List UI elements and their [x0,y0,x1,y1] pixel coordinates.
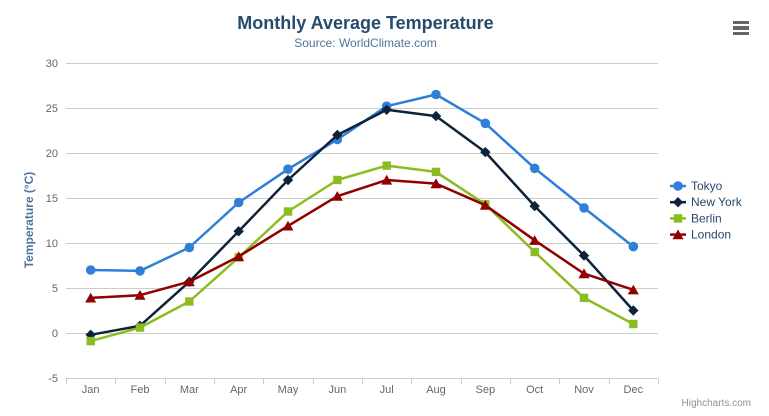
series-line-tokyo[interactable] [89,93,635,273]
data-point-marker[interactable] [672,197,684,208]
legend-item-new-york[interactable]: New York [670,195,743,209]
series-line-berlin[interactable] [89,164,635,343]
data-point-marker[interactable] [672,229,684,240]
data-point-marker[interactable] [283,164,293,174]
chart-subtitle: Source: WorldClimate.com [294,36,437,50]
data-point-marker[interactable] [184,242,195,253]
data-point-marker[interactable] [233,226,244,237]
data-point-marker[interactable] [529,200,540,212]
data-point-marker[interactable] [331,191,343,201]
data-point-marker[interactable] [673,181,683,191]
y-axis-label: 25 [46,103,58,115]
data-point-marker[interactable] [85,265,96,275]
x-axis-label: Aug [426,384,446,396]
chart-title: Monthly Average Temperature [237,13,494,33]
data-point-marker[interactable] [479,200,491,210]
y-axis-label: 5 [52,283,58,295]
data-point-marker[interactable] [185,297,194,306]
data-point-marker[interactable] [233,197,244,208]
data-point-marker[interactable] [333,175,342,185]
x-axis-label: Mar [180,384,199,396]
data-point-marker[interactable] [480,146,491,158]
series-line-new-york[interactable] [89,108,635,337]
legend-label: Tokyo [691,179,723,193]
legend-label: Berlin [691,211,722,225]
x-axis-label: Nov [574,384,594,396]
data-point-marker[interactable] [628,241,639,252]
data-point-marker[interactable] [627,284,639,295]
x-axis-label: Feb [131,384,150,396]
data-point-marker[interactable] [381,104,392,115]
x-axis-label: May [278,384,299,396]
hamburger-icon [733,26,749,30]
data-point-marker[interactable] [431,89,441,100]
series-line-london[interactable] [89,178,635,300]
x-axis-label: Jan [82,384,100,396]
legend-label: New York [691,195,743,209]
hamburger-icon [733,21,749,25]
highcharts-credits-link[interactable]: Highcharts.com [681,398,751,409]
data-point-marker[interactable] [282,174,294,186]
y-axis-label: 15 [46,193,58,205]
export-menu-button[interactable] [733,21,749,35]
legend-item-london[interactable]: London [670,228,731,242]
y-axis-label: -5 [48,373,58,385]
x-axis-label: Oct [526,384,543,396]
y-axis-label: 10 [46,238,58,250]
data-point-marker[interactable] [629,319,638,329]
data-point-marker[interactable] [134,290,146,300]
series-london [85,174,639,303]
data-point-marker[interactable] [381,174,393,185]
x-axis-label: Jun [328,384,346,396]
data-point-marker[interactable] [135,266,145,276]
x-axis-label: Dec [624,384,644,396]
hamburger-icon [733,31,749,35]
data-point-marker[interactable] [283,207,293,216]
data-point-marker[interactable] [628,305,639,316]
data-point-marker[interactable] [332,129,343,141]
series-tokyo [85,89,639,276]
x-axis-label: Apr [230,384,247,396]
data-point-marker[interactable] [86,336,95,346]
data-point-marker[interactable] [578,268,590,279]
data-point-marker[interactable] [85,292,97,303]
legend-item-tokyo[interactable]: Tokyo [670,179,723,193]
data-point-marker[interactable] [431,167,441,177]
data-point-marker[interactable] [282,220,294,231]
data-point-marker[interactable] [673,214,683,223]
data-point-marker[interactable] [480,118,491,129]
series-new-york [85,104,639,340]
x-axis-label: Sep [476,384,496,396]
data-point-marker[interactable] [529,163,540,174]
legend-label: London [691,228,731,242]
data-point-marker[interactable] [382,161,391,170]
data-point-marker[interactable] [579,293,589,303]
data-point-marker[interactable] [578,250,590,261]
data-point-marker[interactable] [233,251,245,262]
data-point-marker[interactable] [430,178,442,189]
y-axis-label: 20 [46,148,58,160]
y-axis-label: 0 [52,328,58,340]
data-point-marker[interactable] [183,276,195,287]
legend-item-berlin[interactable]: Berlin [670,211,722,225]
x-axis-label: Jul [380,384,394,396]
y-axis-title: Temperature (°C) [22,171,36,269]
data-point-marker[interactable] [579,203,589,213]
y-axis-label: 30 [46,58,58,70]
data-point-marker[interactable] [430,110,442,122]
data-point-marker[interactable] [135,323,145,332]
data-point-marker[interactable] [530,247,539,257]
data-point-marker[interactable] [529,235,541,245]
